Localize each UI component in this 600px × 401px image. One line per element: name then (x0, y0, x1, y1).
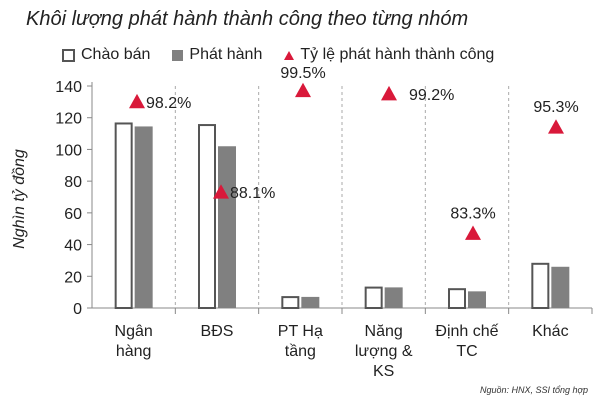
bar-offer (198, 124, 216, 309)
legend-swatch-offer (62, 48, 75, 62)
y-tick-label: 120 (55, 111, 82, 128)
legend-swatch-rate (284, 50, 295, 60)
success-rate-label: 99.5% (280, 65, 325, 82)
chart-title: Khôi lượng phát hành thành công theo từn… (26, 8, 469, 30)
success-rate-marker (381, 85, 397, 101)
legend-label-offer: Chào bán (81, 46, 151, 63)
bar-offer (531, 262, 550, 309)
legend-swatch-issue (172, 49, 184, 61)
y-tick-label: 0 (73, 301, 82, 318)
legend-label-rate: Tỷ lệ phát hành thành công (300, 46, 495, 63)
x-category-label: TC (456, 343, 477, 360)
y-tick-label: 100 (55, 142, 82, 159)
legend: Chào bán Phát hành Tỷ lệ phát hành thành… (62, 44, 516, 66)
y-tick-label: 60 (64, 206, 82, 223)
bar-offer (448, 288, 466, 309)
x-category-label: lượng & (355, 343, 413, 360)
success-rate-label: 83.3% (450, 205, 495, 222)
bar-offer (364, 286, 383, 310)
success-rate-marker (548, 119, 564, 134)
bar-issued (218, 146, 236, 308)
bar-issued (551, 266, 570, 308)
x-category-label: PT Hạ (278, 323, 323, 340)
x-category-label: BĐS (201, 323, 234, 340)
bar-offer (281, 296, 300, 310)
x-category-label: tầng (285, 343, 316, 360)
source-note: Nguồn: HNX, SSI tổng hợp (480, 385, 588, 395)
bar-offer (114, 122, 133, 309)
x-category-label: hàng (116, 343, 152, 360)
bar-issued (468, 291, 486, 308)
success-rate-marker (129, 93, 145, 109)
bar-issued (384, 287, 403, 308)
legend-item-rate: Tỷ lệ phát hành thành công (284, 46, 494, 64)
success-rate-label: 88.1% (230, 185, 275, 202)
success-rate-marker (213, 184, 229, 199)
legend-item-issue: Phát hành (172, 46, 262, 64)
success-rate-marker (465, 225, 481, 240)
bar-issued (134, 126, 153, 308)
y-tick-label: 40 (64, 238, 82, 255)
legend-label-issue: Phát hành (189, 46, 263, 63)
x-category-label: Định chế (435, 323, 498, 340)
legend-item-offer: Chào bán (62, 46, 150, 64)
y-tick-label: 80 (64, 174, 82, 191)
x-category-label: Khác (532, 323, 568, 340)
success-rate-label: 98.2% (146, 95, 191, 112)
y-tick-label: 140 (55, 79, 82, 96)
x-category-label: Năng (365, 323, 403, 340)
y-tick-label: 20 (64, 269, 82, 286)
x-category-label: KS (373, 363, 394, 380)
y-axis-title: Nghìn tỷ đồng (11, 149, 28, 249)
bar-issued (301, 296, 320, 308)
x-category-label: Ngân (115, 323, 153, 340)
success-rate-label: 95.3% (533, 99, 578, 116)
success-rate-marker (295, 82, 311, 98)
success-rate-label: 99.2% (409, 87, 454, 104)
